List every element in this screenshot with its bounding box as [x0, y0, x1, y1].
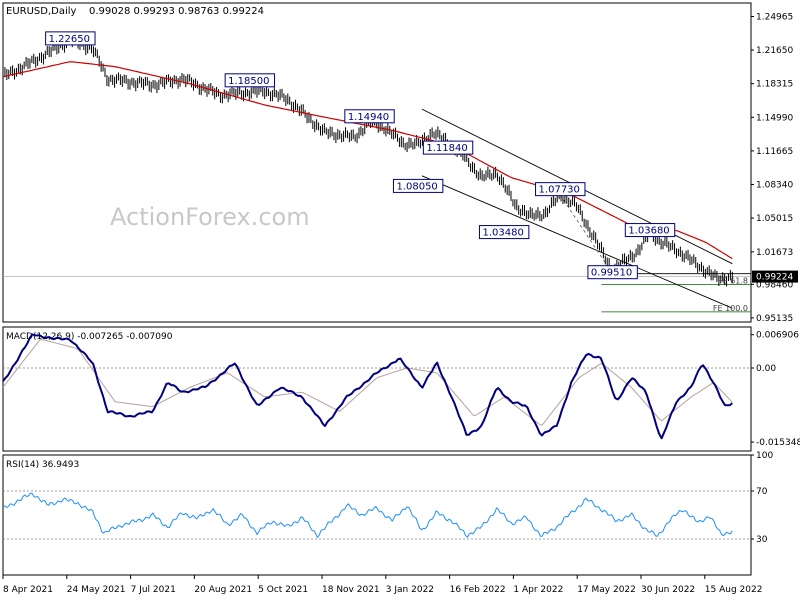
chart-header: EURUSD,Daily: [6, 6, 77, 17]
price-axis-tick-label: 0.95135: [756, 314, 793, 324]
x-axis-label: 24 May 2021: [67, 585, 126, 595]
price-label: 1.07730: [539, 185, 580, 196]
ema-line: [2, 61, 733, 260]
x-axis-label: 18 Nov 2021: [322, 585, 380, 595]
swing-dashed-line: [559, 194, 613, 274]
x-axis-label: 7 Jul 2021: [131, 585, 176, 595]
rsi-line: [2, 492, 733, 538]
x-axis-label: 5 Oct 2021: [258, 585, 308, 595]
macd-axis: 0.006906 0.00 -0.015348: [751, 331, 800, 448]
current-price-tag: [752, 270, 798, 283]
x-axis-label: 20 Aug 2021: [194, 585, 252, 595]
price-label-box: [392, 178, 444, 193]
price-label-box: [478, 225, 530, 240]
x-axis-label: 17 May 2022: [577, 585, 636, 595]
macd-axis-tick-label: 0.00: [756, 364, 776, 374]
price-label-box: [535, 182, 586, 197]
rsi-axis-tick-label: 30: [756, 535, 768, 545]
rsi-axis-tick-label: 70: [756, 487, 768, 497]
macd-axis-tick-label: -0.015348: [756, 438, 800, 448]
price-label-box: [45, 31, 96, 46]
price-label: 1.03480: [482, 228, 523, 239]
rsi-axis: 100 70 30: [751, 451, 773, 545]
price-axis-tick-label: 1.14990: [756, 113, 793, 123]
price-panel-frame: [2, 2, 752, 323]
ohlc-readout: 0.99028 0.99293 0.98763 0.99224: [89, 6, 264, 17]
x-axis-label: 8 Apr 2021: [3, 585, 53, 595]
price-plot: 1.22650 1.18500 1.14940 1.08050 1.11840 1.077…: [2, 31, 798, 313]
price-label: 0.99510: [591, 268, 632, 279]
channel-lower-line: [421, 175, 733, 309]
price-axis-tick-label: 0.98460: [756, 280, 793, 290]
price-axis-tick-label: 1.21650: [756, 46, 793, 56]
price-label-box: [224, 73, 276, 88]
price-axis: 1.24965 1.21650 1.18315 1.14990 1.11665 1.083…: [751, 12, 793, 324]
x-axis-label: 3 Jan 2022: [386, 585, 434, 595]
fe-label-0: FE 61.8: [718, 277, 748, 286]
price-panel: ActionForex.com EURUSD,Daily 0.99028 0.9…: [2, 2, 798, 324]
price-axis-tick-label: 1.01673: [756, 248, 793, 258]
macd-axis-tick-label: 0.006906: [756, 331, 799, 341]
rsi-panel: RSI(14) 36.9493 100 70 30: [2, 451, 773, 576]
price-label: 1.03680: [628, 226, 669, 237]
fe-label-1: FE 100.0: [713, 304, 748, 313]
macd-panel: MACD(12,26,9) -0.007265 -0.007090 0.0069…: [2, 326, 800, 452]
rsi-axis-tick-label: 100: [756, 451, 773, 461]
macd-title: MACD(12,26,9) -0.007265 -0.007090: [6, 332, 173, 342]
price-label-box: [624, 223, 676, 238]
current-price-label: 0.99224: [756, 273, 793, 283]
rsi-title: RSI(14) 36.9493: [6, 460, 79, 470]
x-axis-label: 1 Apr 2022: [513, 585, 563, 595]
price-label: 1.14940: [348, 112, 389, 123]
x-axis-label: 15 Aug 2022: [705, 585, 763, 595]
price-axis-tick-label: 1.18315: [756, 80, 793, 90]
macd-plot: [2, 333, 751, 440]
macd-line: [2, 333, 733, 440]
price-label-box: [422, 140, 474, 155]
price-axis-tick-label: 1.05015: [756, 214, 793, 224]
x-axis-label: 30 Jun 2022: [641, 585, 695, 595]
price-label: 1.11840: [426, 143, 467, 154]
watermark: ActionForex.com: [110, 203, 310, 231]
price-label: 1.18500: [228, 76, 269, 87]
price-label-box: [587, 265, 638, 280]
price-label-box: [344, 109, 395, 124]
x-axis-label: 16 Feb 2022: [450, 585, 506, 595]
x-axis: 8 Apr 2021 24 May 2021 7 Jul 2021 20 Aug 20…: [2, 575, 763, 595]
price-axis-tick-label: 1.24965: [756, 12, 793, 22]
macd-panel-frame: [2, 326, 752, 452]
rsi-plot: [2, 490, 751, 540]
price-axis-tick-label: 1.08340: [756, 180, 793, 190]
rsi-panel-frame: [2, 454, 752, 576]
price-label: 1.22650: [49, 34, 90, 45]
price-axis-tick-label: 1.11665: [756, 147, 793, 157]
price-label: 1.08050: [396, 181, 437, 192]
macd-signal-line: [2, 339, 733, 426]
